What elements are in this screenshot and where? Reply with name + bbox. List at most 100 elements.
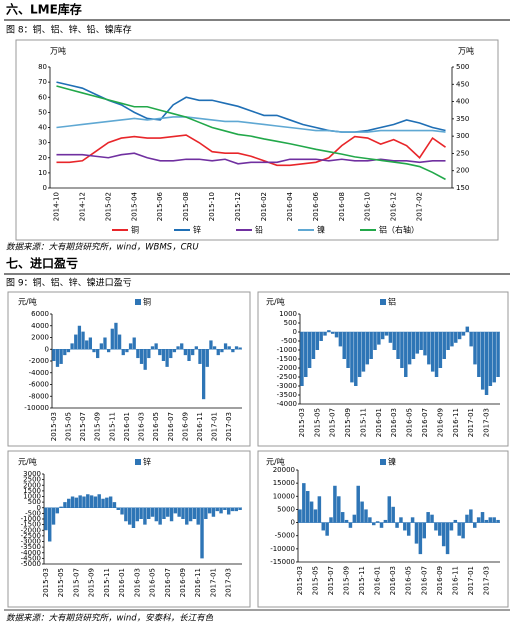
- y-tick-label: 30: [38, 139, 47, 147]
- bar: [342, 332, 346, 359]
- line: [56, 81, 446, 133]
- bar: [187, 349, 191, 361]
- y-tick-label: -10000: [24, 404, 49, 412]
- y-tick-label: 0: [45, 345, 49, 353]
- axis-unit: 元/吨: [18, 297, 37, 307]
- y-tick-label: 5000: [277, 505, 295, 513]
- bar: [205, 349, 209, 367]
- y-tick-label: -10000: [270, 545, 295, 553]
- bar: [438, 522, 442, 536]
- bar: [473, 522, 477, 528]
- x-tick-label: 2015-09: [344, 408, 352, 437]
- bar: [234, 507, 239, 512]
- bar: [63, 502, 67, 508]
- bar: [309, 501, 314, 523]
- y-tick-label: 10000: [273, 492, 295, 500]
- bar: [298, 509, 302, 523]
- legend-swatch: [135, 299, 141, 305]
- bar: [319, 332, 323, 341]
- bar: [166, 507, 170, 517]
- y-tick-label: 1000: [23, 493, 41, 501]
- y-tick-label: -500: [25, 509, 41, 517]
- bar: [392, 332, 396, 350]
- bar: [411, 332, 416, 359]
- bar: [223, 343, 228, 350]
- x-tick-label: 2015-07: [72, 568, 80, 597]
- bar: [434, 522, 438, 531]
- line: [56, 134, 446, 167]
- x-tick-label: 2017-03: [225, 412, 233, 441]
- x-tick-label: 2016-03: [133, 568, 141, 597]
- bar: [158, 349, 162, 356]
- bar: [361, 332, 366, 372]
- bar: [369, 332, 373, 359]
- bar: [139, 349, 144, 364]
- bar: [169, 349, 173, 359]
- bar: [143, 349, 147, 370]
- bar: [55, 507, 60, 514]
- axis-unit: 万吨: [50, 46, 66, 56]
- bar: [300, 332, 304, 386]
- bar: [438, 332, 443, 368]
- bar: [120, 507, 124, 515]
- bar: [461, 332, 466, 336]
- bar: [461, 522, 465, 539]
- x-tick-label: 2015-03: [298, 408, 306, 437]
- y-tick-label: -8000: [29, 392, 49, 400]
- x-tick-label: 2016-07: [420, 566, 428, 595]
- heading: 六、LME库存: [6, 2, 82, 17]
- y-tick-label: 40: [38, 124, 47, 132]
- bar: [465, 514, 469, 523]
- y-tick-label: -2500: [277, 373, 297, 381]
- y-tick-label: 20000: [273, 466, 295, 474]
- bar: [365, 332, 370, 365]
- bar: [70, 496, 75, 508]
- bar: [101, 498, 105, 508]
- y-tick-label: -2000: [277, 364, 297, 372]
- y-tick-label: -1500: [21, 521, 41, 529]
- bar: [117, 334, 122, 350]
- y-tick-label: 80: [38, 63, 47, 71]
- x-tick-label: 2015-11: [103, 568, 111, 597]
- x-tick-label: 2016-10: [364, 192, 372, 221]
- x-tick-label: 2016-09: [436, 408, 444, 437]
- bar: [74, 334, 78, 350]
- x-tick-label: 2015-09: [88, 568, 96, 597]
- line: [56, 85, 446, 181]
- bar: [372, 522, 376, 526]
- bar: [450, 332, 454, 347]
- x-tick-label: 2016-01: [374, 566, 382, 595]
- y-tick-label: 60: [38, 93, 47, 101]
- bar: [185, 507, 189, 525]
- bar: [194, 346, 198, 350]
- bar: [93, 496, 98, 508]
- x-tick-label: 2015-11: [358, 566, 366, 595]
- bar: [82, 496, 86, 508]
- bar: [191, 349, 195, 356]
- x-tick-label: 2015-06: [156, 191, 164, 221]
- bar: [311, 332, 316, 359]
- x-tick-label: 2015-05: [311, 566, 319, 595]
- bar: [418, 522, 423, 555]
- bar: [410, 517, 415, 523]
- bar: [302, 483, 306, 523]
- x-tick-label: 2016-05: [152, 412, 160, 441]
- chart-frame: [257, 291, 509, 447]
- bar: [78, 495, 82, 508]
- bar: [180, 343, 184, 350]
- bar: [204, 507, 208, 519]
- y-tick-label: -2000: [29, 357, 49, 365]
- bar: [484, 519, 489, 523]
- y-tick-label: 6000: [31, 310, 49, 318]
- chart-frame: [257, 450, 509, 608]
- bar: [484, 332, 489, 395]
- bar: [165, 349, 169, 367]
- x-tick-label: 2017-01: [209, 568, 217, 597]
- bar: [121, 349, 125, 356]
- x-tick-label: 2016-11: [451, 566, 459, 595]
- y-tick-label: 2500: [23, 476, 41, 484]
- y-tick-label: 4000: [31, 322, 49, 330]
- y-tick-label: -2500: [21, 532, 41, 540]
- bar: [488, 517, 493, 523]
- axis-unit: 元/吨: [266, 457, 285, 467]
